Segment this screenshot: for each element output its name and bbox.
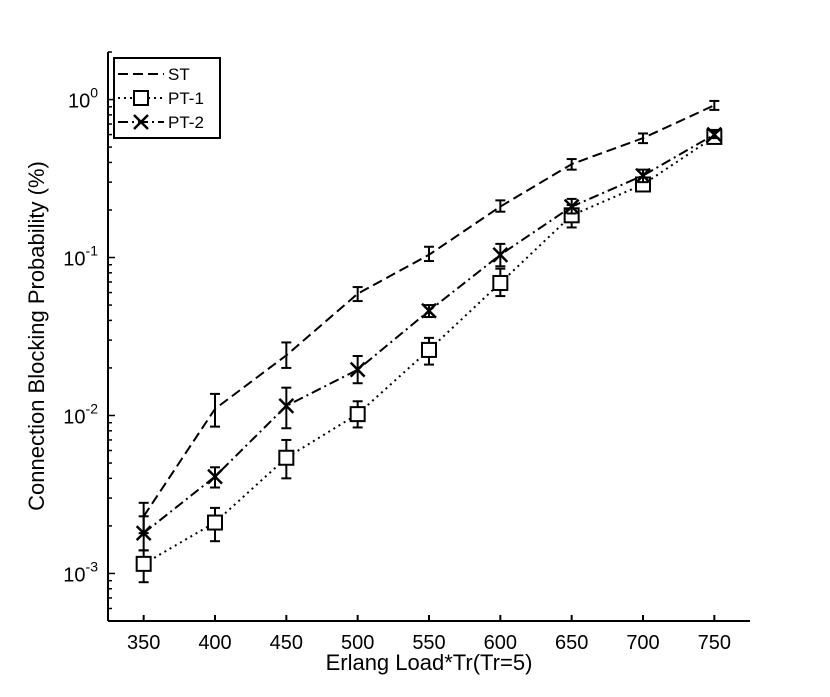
series-line	[143, 136, 715, 565]
x-tick-label: 600	[484, 632, 517, 654]
legend-item-pt-2: PT-2	[118, 113, 204, 132]
square-marker	[492, 274, 509, 291]
y-tick-exponent: 0	[90, 85, 98, 101]
square-marker	[133, 90, 149, 106]
series-pt-2	[135, 126, 723, 552]
x-marker	[135, 525, 152, 542]
legend: ST PT-1 PT-2	[113, 57, 221, 139]
legend-box	[113, 57, 221, 139]
x-marker	[349, 361, 366, 378]
x-marker-stroke	[706, 126, 723, 143]
x-marker-stroke	[563, 198, 580, 215]
x-tick-label: 450	[270, 632, 303, 654]
x-marker-stroke	[349, 361, 366, 378]
y-axis-label: Connection Blocking Probability (%)	[24, 161, 49, 511]
x-marker	[563, 198, 580, 215]
x-marker	[492, 246, 509, 263]
series-pt-1	[135, 128, 723, 584]
x-marker-stroke	[133, 114, 149, 130]
error-bar	[495, 199, 506, 213]
x-marker	[706, 126, 723, 143]
legend-items: ST PT-1 PT-2	[118, 65, 204, 132]
x-tick-label: 700	[626, 632, 659, 654]
legend-item-pt-1: PT-1	[118, 89, 204, 108]
square-marker	[135, 555, 152, 572]
error-bar	[281, 341, 292, 369]
x-marker	[635, 167, 651, 184]
x-tick-label: 550	[412, 632, 445, 654]
x-tick-label: 500	[341, 632, 374, 654]
x-marker	[133, 114, 149, 130]
y-tick-base: 10	[63, 406, 85, 428]
x-marker-stroke	[635, 167, 651, 184]
y-tick-label: 10-3	[63, 558, 98, 586]
square-marker	[349, 406, 366, 423]
y-tick-base: 10	[63, 564, 85, 586]
error-bar	[352, 286, 363, 303]
series-st	[138, 99, 720, 535]
error-bar	[709, 99, 720, 111]
y-tick-exponent: -1	[86, 243, 99, 259]
error-bar	[210, 392, 220, 428]
legend-label: PT-1	[168, 89, 204, 108]
y-tick-base: 10	[63, 249, 85, 271]
x-marker	[207, 468, 223, 485]
x-marker-stroke	[278, 398, 295, 414]
y-tick-exponent: -3	[86, 558, 99, 574]
x-tick-label: 650	[555, 632, 588, 654]
y-tick-label: 10-2	[63, 400, 98, 428]
x-marker-stroke	[135, 525, 152, 542]
square-marker	[421, 341, 437, 358]
y-tick-label: 100	[68, 85, 98, 113]
series	[135, 99, 723, 584]
x-marker	[421, 302, 437, 319]
x-marker-stroke	[207, 468, 223, 485]
square-marker	[278, 449, 295, 466]
error-bar	[281, 386, 292, 430]
square-marker	[207, 514, 223, 531]
legend-item-st: ST	[118, 65, 190, 84]
y-tick-base: 10	[68, 91, 90, 113]
y-tick-label: 10-1	[63, 243, 98, 271]
x-axis-label: Erlang Load*Tr(Tr=5)	[326, 650, 533, 675]
y-tick-exponent: -2	[86, 400, 99, 416]
legend-label: ST	[168, 65, 190, 84]
error-bar	[638, 132, 648, 145]
error-bar	[566, 158, 577, 171]
x-ticks: 350 400 450 500 550 600 650 700 750	[127, 615, 731, 654]
x-tick-label: 750	[698, 632, 731, 654]
series-line	[143, 133, 715, 534]
x-tick-label: 400	[198, 632, 231, 654]
x-tick-label: 350	[127, 632, 160, 654]
x-marker-stroke	[421, 302, 437, 319]
x-marker	[278, 398, 295, 414]
error-bar	[424, 245, 434, 263]
x-marker-stroke	[492, 246, 509, 263]
legend-label: PT-2	[168, 113, 204, 132]
